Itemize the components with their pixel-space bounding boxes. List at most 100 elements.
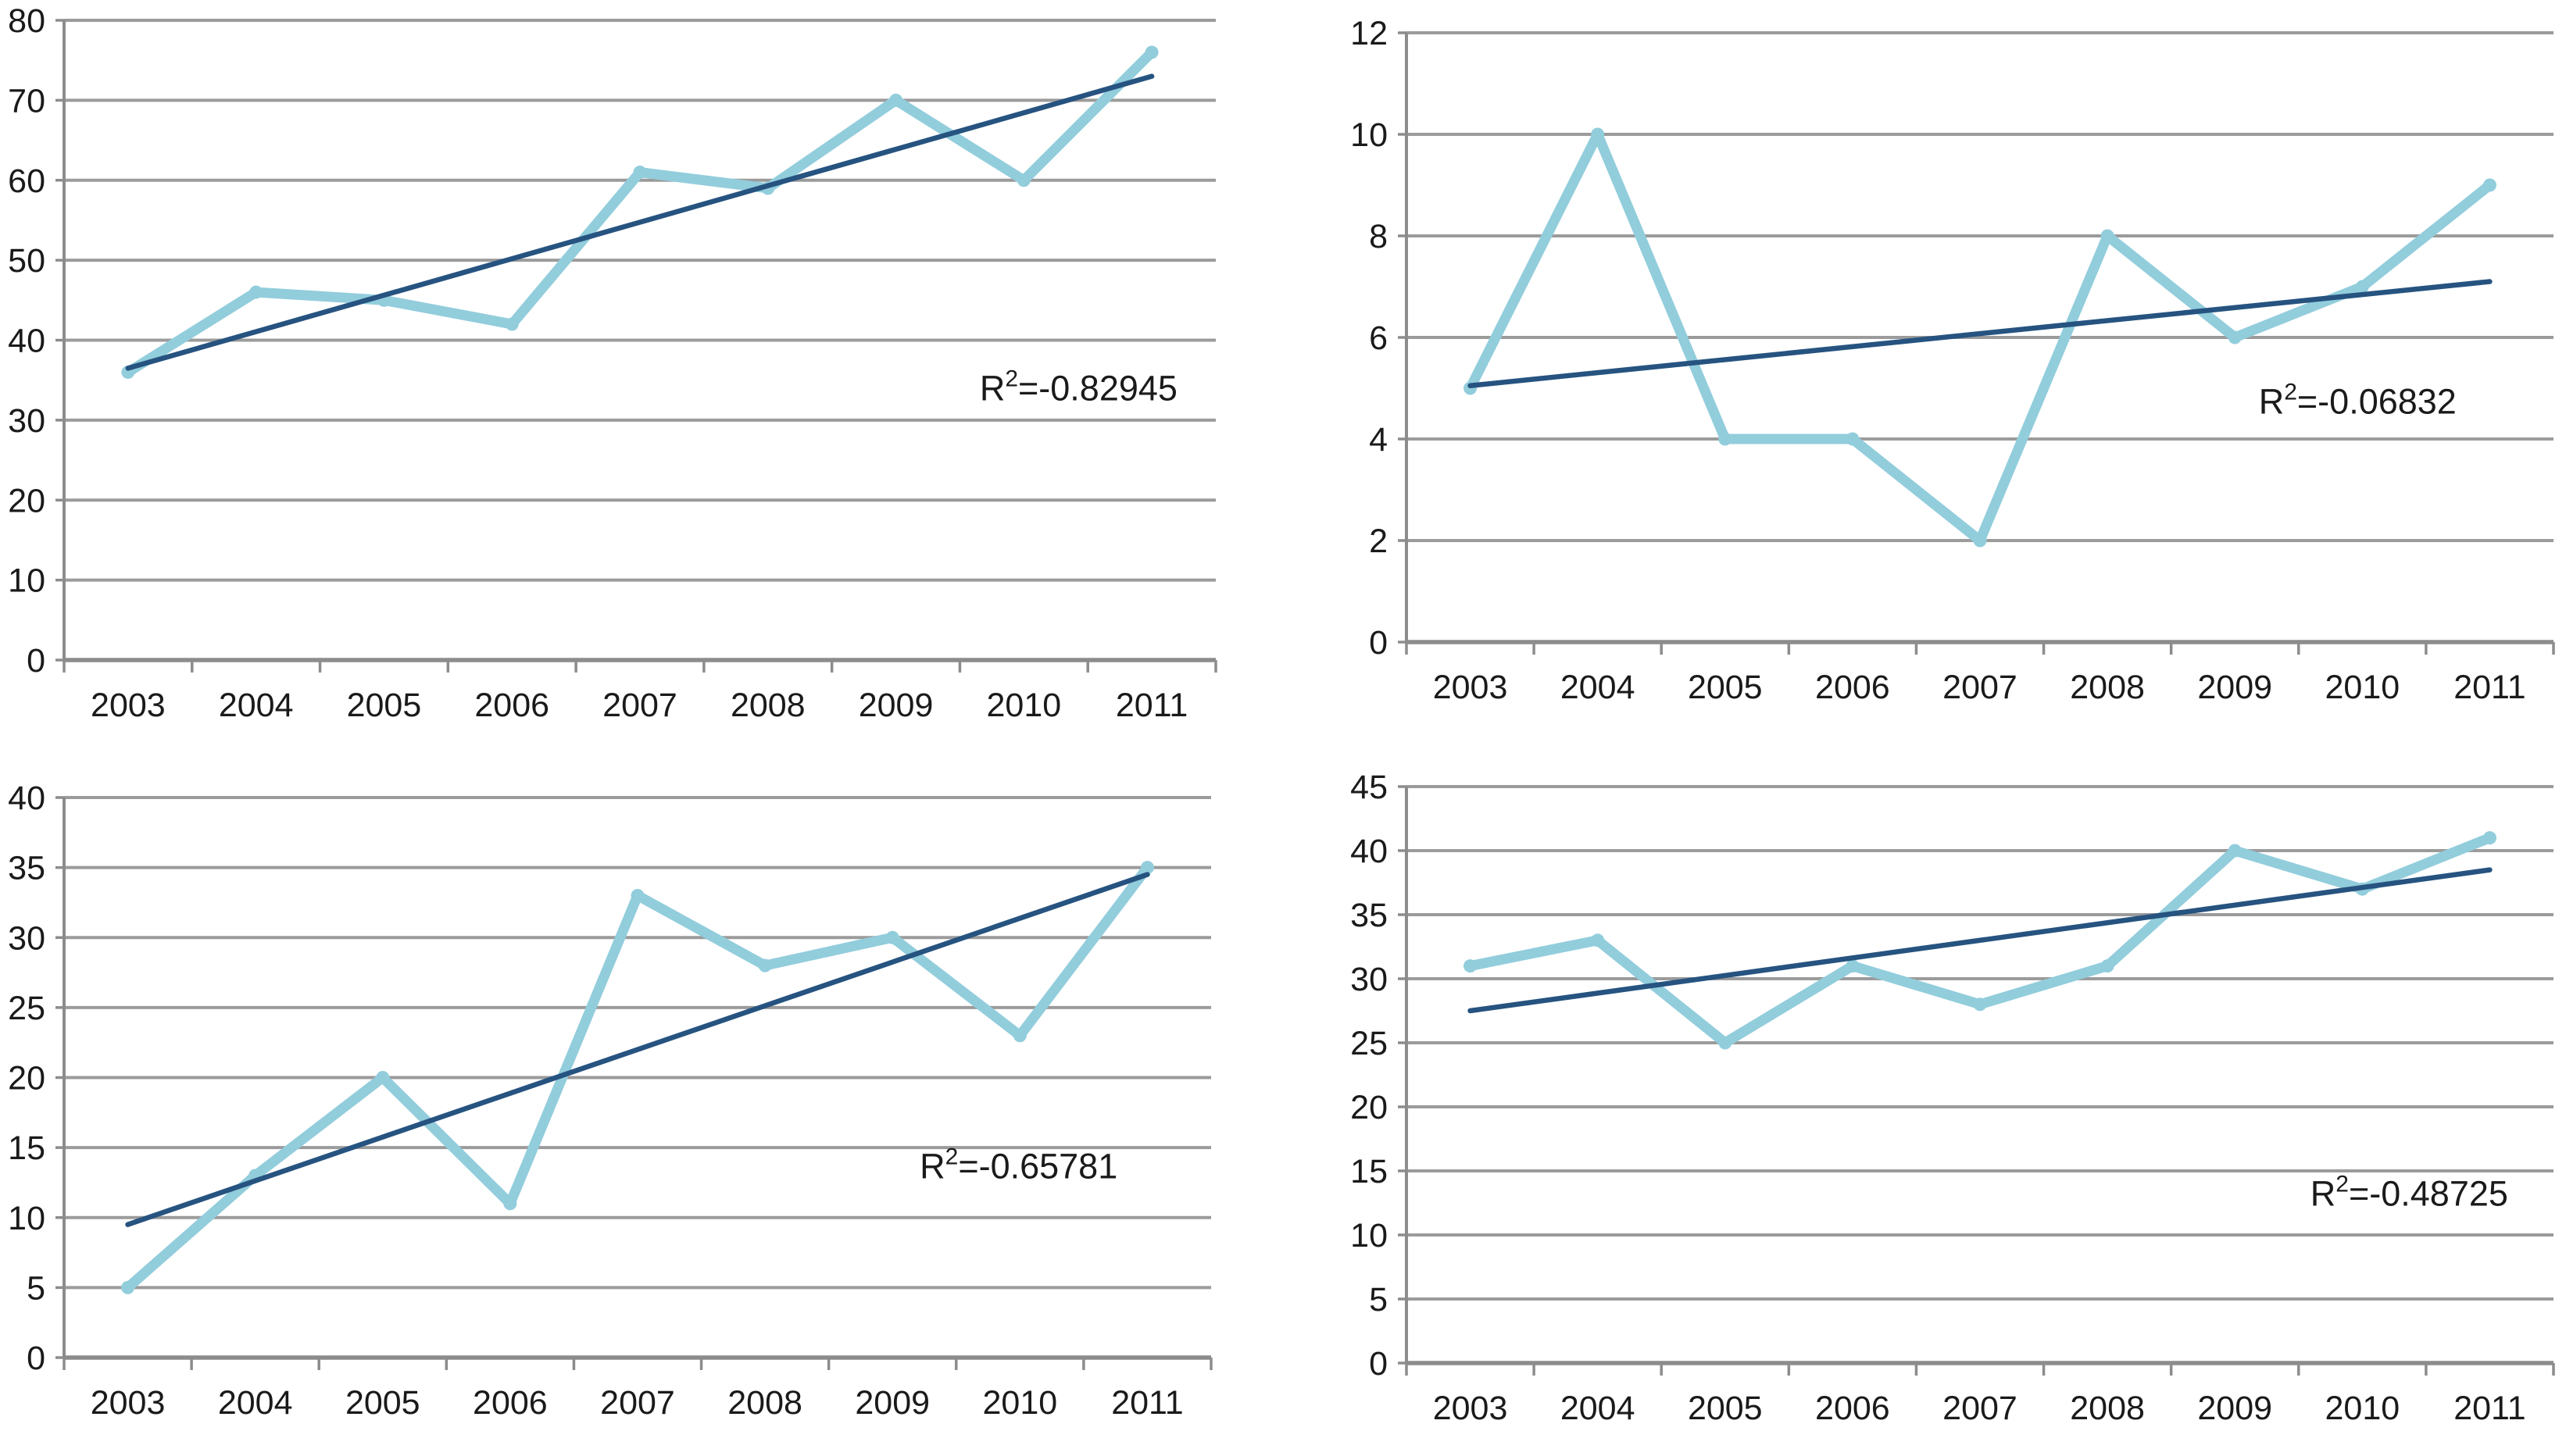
data-point-marker <box>376 1071 390 1084</box>
x-tick-label: 2007 <box>1942 669 2017 706</box>
x-tick-label: 2005 <box>1688 1390 1763 1427</box>
data-point-marker <box>1145 45 1159 59</box>
y-tick-label: 50 <box>8 242 45 280</box>
y-tick-label: 40 <box>8 780 45 817</box>
x-tick-label: 2008 <box>727 1384 802 1422</box>
data-point-marker <box>1463 959 1478 973</box>
chart-bottom-right: 0 5 10 15 20 25 30 35 40 45 2003 2004 2005 2006 2007 20… <box>1283 728 2566 1456</box>
y-tick-label: 10 <box>1350 1217 1388 1254</box>
x-tick-label: 2009 <box>859 687 934 724</box>
data-point-marker <box>249 285 263 299</box>
data-point-marker <box>1591 933 1605 947</box>
data-point-marker <box>121 1280 135 1294</box>
x-tick-label: 2003 <box>1433 1390 1508 1427</box>
x-tick-label: 2009 <box>2197 1390 2272 1427</box>
y-gridlines <box>1406 31 2553 542</box>
y-tick-label: 0 <box>1369 1345 1388 1383</box>
x-tick-label: 2007 <box>602 687 677 724</box>
x-tick-labels: 2003 2004 2005 2006 2007 2008 2009 2010 2011 <box>91 687 1188 724</box>
data-point-marker <box>1140 861 1154 875</box>
data-series <box>121 45 1159 379</box>
x-tick-label: 2007 <box>1942 1390 2017 1427</box>
data-point-marker <box>2228 844 2242 858</box>
x-tick-label: 2003 <box>91 1384 166 1422</box>
data-series <box>121 861 1154 1294</box>
y-tick-labels: 0 2 4 6 8 10 12 <box>1350 15 1388 662</box>
chart-top-right: 0 2 4 6 8 10 12 2003 2004 2005 2006 2007 2008 2009 201… <box>1283 0 2566 728</box>
y-tick-label: 40 <box>1350 833 1388 870</box>
x-tick-label: 2010 <box>2325 1390 2400 1427</box>
y-tick-label: 60 <box>8 162 45 200</box>
x-tick-label: 2003 <box>91 687 166 724</box>
data-point-marker <box>1718 432 1732 446</box>
trend-line <box>125 73 1155 371</box>
data-point-marker <box>889 93 903 107</box>
line-chart-top-right: 0 2 4 6 8 10 12 2003 2004 2005 2006 2007 2008 2009 201… <box>1350 15 2555 706</box>
data-point-marker <box>2228 330 2242 344</box>
y-tick-label: 80 <box>8 2 45 40</box>
data-point-marker <box>633 166 647 180</box>
tick-marks <box>1398 785 2555 1376</box>
y-tick-label: 35 <box>8 850 45 887</box>
trend-line <box>1467 867 2493 1014</box>
y-tick-label: 0 <box>27 642 45 680</box>
x-tick-label: 2006 <box>474 687 549 724</box>
y-tick-label: 25 <box>8 990 45 1027</box>
y-tick-label: 6 <box>1369 319 1388 357</box>
x-tick-label: 2008 <box>2070 669 2145 706</box>
y-tick-label: 2 <box>1369 523 1388 560</box>
data-point-marker <box>1718 1036 1732 1050</box>
tick-marks <box>1398 31 2555 655</box>
x-tick-label: 2004 <box>219 687 294 724</box>
x-tick-labels: 2003 2004 2005 2006 2007 2008 2009 2010 2011 <box>1433 669 2526 706</box>
x-tick-label: 2008 <box>731 687 806 724</box>
x-tick-label: 2010 <box>982 1384 1057 1422</box>
tick-marks <box>55 19 1217 673</box>
data-point-marker <box>1846 432 1860 446</box>
x-tick-label: 2005 <box>1688 669 1763 706</box>
x-tick-labels: 2003 2004 2005 2006 2007 2008 2009 2010 2011 <box>91 1384 1184 1422</box>
data-point-marker <box>1591 127 1605 141</box>
y-gridlines <box>64 796 1211 1290</box>
y-tick-label: 35 <box>1350 897 1388 934</box>
y-tick-label: 5 <box>1369 1281 1388 1319</box>
y-tick-label: 10 <box>8 1200 45 1237</box>
r-squared-annotation: R2=-0.06832 <box>2259 380 2457 422</box>
data-point-marker <box>1846 959 1860 973</box>
tick-marks <box>55 796 1213 1370</box>
data-point-marker <box>885 930 899 944</box>
data-point-marker <box>1017 173 1031 187</box>
y-gridlines <box>1406 785 2553 1301</box>
y-tick-label: 30 <box>8 919 45 957</box>
x-tick-label: 2005 <box>345 1384 420 1422</box>
y-tick-label: 20 <box>8 1060 45 1097</box>
y-gridlines <box>64 19 1216 582</box>
r-squared-annotation: R2=-0.48725 <box>2310 1171 2508 1213</box>
data-point-marker <box>1973 534 1987 548</box>
data-point-marker <box>503 1197 517 1211</box>
data-point-marker <box>2355 280 2369 294</box>
y-tick-label: 20 <box>1350 1089 1388 1126</box>
y-tick-label: 45 <box>1350 769 1388 806</box>
x-tick-labels: 2003 2004 2005 2006 2007 2008 2009 2010 2011 <box>1433 1390 2526 1427</box>
data-series <box>1463 831 2496 1050</box>
y-tick-label: 25 <box>1350 1025 1388 1062</box>
y-tick-label: 20 <box>8 482 45 519</box>
y-tick-label: 10 <box>1350 116 1388 154</box>
x-tick-label: 2003 <box>1433 669 1508 706</box>
chart-top-left: 0 10 20 30 40 50 60 70 80 2003 2004 2005 2006 2007 200… <box>0 0 1283 728</box>
data-point-marker <box>2482 178 2496 192</box>
y-tick-label: 0 <box>1369 624 1388 662</box>
data-point-marker <box>505 317 519 331</box>
x-tick-label: 2011 <box>1111 1384 1183 1422</box>
x-tick-label: 2004 <box>1560 1390 1635 1427</box>
y-tick-label: 0 <box>27 1340 45 1377</box>
y-tick-labels: 0 10 20 30 40 50 60 70 80 <box>8 2 45 680</box>
data-point-marker <box>631 888 645 902</box>
data-point-marker <box>1013 1029 1027 1043</box>
y-tick-labels: 0 5 10 15 20 25 30 35 40 45 <box>1350 769 1388 1383</box>
trend-line <box>125 872 1150 1227</box>
